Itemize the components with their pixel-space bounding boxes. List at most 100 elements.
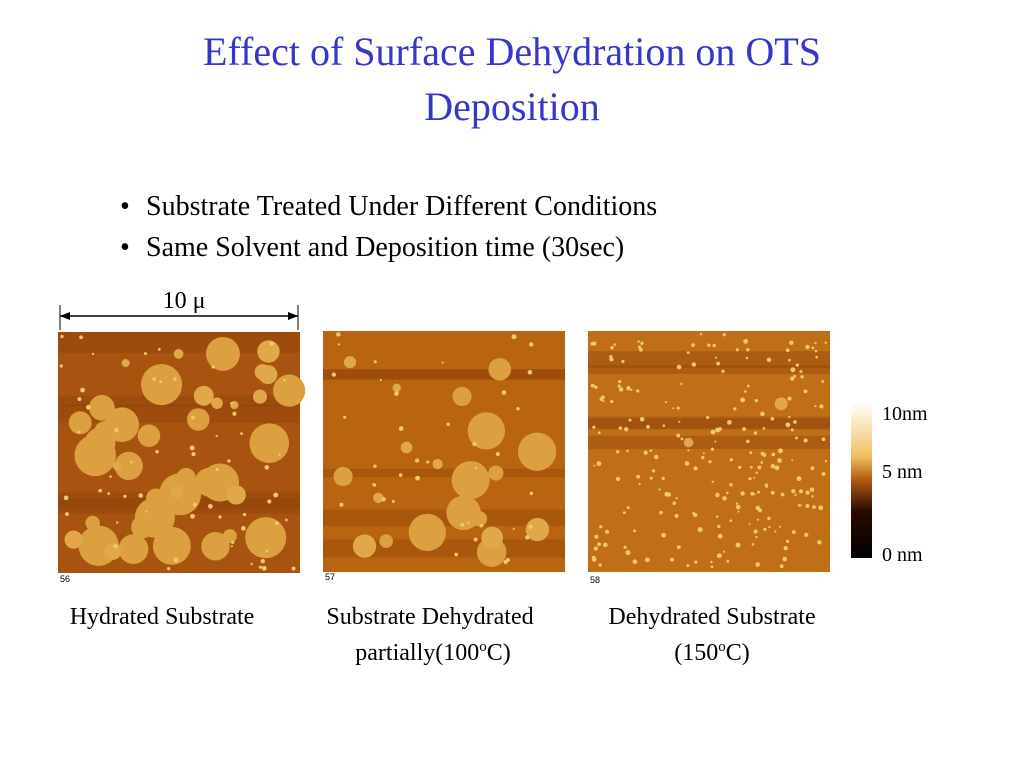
afm-island xyxy=(432,458,443,470)
afm-dot xyxy=(750,491,755,496)
afm-dot xyxy=(596,461,602,467)
afm-dot xyxy=(733,407,737,411)
afm-dot xyxy=(639,416,645,422)
afm-dot xyxy=(227,459,231,463)
afm-dot xyxy=(783,545,788,551)
afm-dot xyxy=(512,527,515,530)
afm-dot xyxy=(737,510,740,513)
afm-dot xyxy=(721,369,725,373)
afm-dot xyxy=(793,374,797,378)
caption-sup: o xyxy=(479,639,487,655)
afm-dot xyxy=(716,553,722,559)
afm-dot xyxy=(819,404,824,409)
afm-dot xyxy=(672,407,675,410)
afm-dot xyxy=(774,465,780,471)
afm-island xyxy=(452,386,472,407)
afm-dot xyxy=(740,491,745,496)
afm-island xyxy=(134,497,175,538)
afm-dot xyxy=(474,466,478,470)
afm-dot xyxy=(230,402,233,405)
afm-dot xyxy=(789,340,794,345)
afm-dot xyxy=(241,526,246,531)
afm-dot xyxy=(267,499,272,504)
afm-dot xyxy=(79,335,83,340)
afm-island xyxy=(118,534,149,565)
afm-dot xyxy=(791,489,796,494)
afm-dot xyxy=(664,401,668,404)
afm-dot xyxy=(762,427,766,430)
afm-dot xyxy=(767,516,771,521)
afm-island xyxy=(451,461,490,500)
afm-island xyxy=(121,359,130,368)
afm-dot xyxy=(373,360,377,364)
afm-dot xyxy=(726,559,730,563)
image-number: 56 xyxy=(60,574,70,584)
afm-dot xyxy=(793,420,797,424)
caption: Dehydrated Substrate xyxy=(608,604,815,630)
afm-island xyxy=(152,526,191,565)
afm-dot xyxy=(285,518,288,522)
afm-island xyxy=(481,526,504,549)
afm-dot xyxy=(623,545,627,549)
afm-dot xyxy=(601,395,605,399)
afm-dot xyxy=(426,460,430,464)
afm-dot xyxy=(710,565,714,569)
afm-dot xyxy=(764,483,768,487)
afm-dot xyxy=(592,425,596,429)
colorbar-label: 10nm xyxy=(882,403,928,425)
afm-dot xyxy=(821,472,826,476)
afm-dot xyxy=(771,452,776,457)
afm-dot xyxy=(189,445,195,451)
afm-dot xyxy=(159,380,163,384)
afm-dot xyxy=(824,341,827,344)
afm-dot xyxy=(617,384,621,388)
afm-dot xyxy=(337,343,341,346)
afm-dot xyxy=(755,535,758,539)
afm-dot xyxy=(602,400,605,403)
afm-dot xyxy=(529,491,534,496)
afm-island xyxy=(170,486,183,498)
afm-dot xyxy=(755,505,761,511)
afm-dot xyxy=(190,415,195,420)
afm-dot xyxy=(686,351,690,355)
afm-dot xyxy=(167,566,171,571)
afm-dot xyxy=(218,515,222,519)
afm-dot xyxy=(780,492,785,497)
afm-dot xyxy=(593,464,596,467)
afm-dot xyxy=(722,333,726,337)
afm-dot xyxy=(609,355,613,359)
afm-dot xyxy=(114,427,119,433)
afm-dot xyxy=(590,383,595,388)
afm-dot xyxy=(715,515,719,518)
caption-part: partially(100 xyxy=(355,640,479,666)
caption-part: (150 xyxy=(674,640,718,666)
afm-dot xyxy=(525,535,530,540)
afm-dot xyxy=(598,563,602,567)
afm-dot xyxy=(788,358,791,362)
afm-dot xyxy=(735,504,741,510)
afm-dot xyxy=(757,490,761,494)
afm-dot xyxy=(702,452,705,455)
afm-dot xyxy=(145,510,148,513)
afm-dot xyxy=(735,502,739,505)
afm-dot xyxy=(818,505,824,511)
afm-dot xyxy=(381,497,386,502)
afm-dot xyxy=(394,391,399,396)
afm-island xyxy=(226,485,246,505)
afm-dot xyxy=(80,387,85,393)
afm-dot xyxy=(107,492,111,495)
afm-island xyxy=(352,534,377,558)
afm-island xyxy=(104,542,122,560)
afm-dot xyxy=(693,466,698,471)
afm-dot xyxy=(760,411,765,417)
afm-stripe xyxy=(588,418,830,429)
afm-dot xyxy=(633,529,637,533)
afm-dot xyxy=(727,420,732,425)
afm-dot xyxy=(192,502,197,507)
afm-dot xyxy=(751,543,755,546)
afm-dot xyxy=(717,533,723,539)
afm-dot xyxy=(643,450,648,455)
afm-dot xyxy=(623,427,629,432)
afm-dot xyxy=(632,559,638,565)
afm-dot xyxy=(797,503,801,507)
